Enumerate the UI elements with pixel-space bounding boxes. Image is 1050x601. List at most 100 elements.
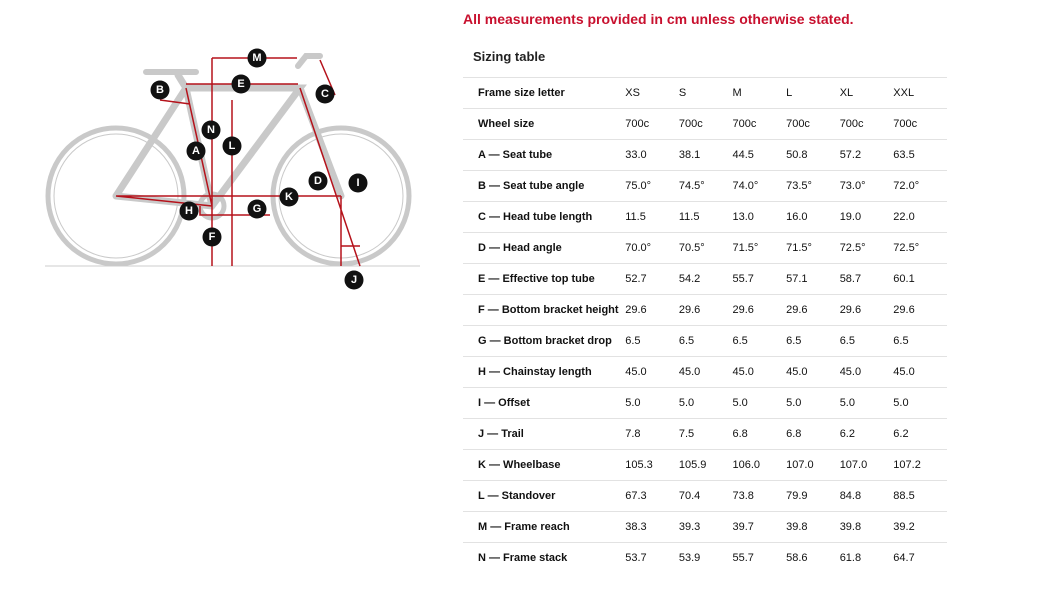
table-row: H — Chainstay length 45.0 45.0 45.0 45.0 45.0… bbox=[463, 356, 947, 388]
cell: 16.0 bbox=[786, 201, 840, 233]
cell: 45.0 bbox=[732, 356, 787, 388]
cell: 63.5 bbox=[893, 139, 947, 171]
cell: 61.8 bbox=[839, 542, 894, 573]
row-label: N — Frame stack bbox=[463, 542, 626, 573]
label-letter: D bbox=[314, 175, 322, 187]
cell: 45.0 bbox=[839, 356, 894, 388]
row-label: Frame size letter bbox=[463, 77, 626, 109]
cell: 71.5° bbox=[732, 232, 787, 264]
cell: 700c bbox=[839, 108, 894, 140]
cell: 5.0 bbox=[732, 387, 787, 419]
table-row: Frame size letter XS S M L XL XXL bbox=[463, 77, 947, 109]
cell: 11.5 bbox=[625, 201, 679, 233]
cell: 53.7 bbox=[625, 542, 679, 573]
cell: 700c bbox=[625, 108, 679, 140]
cell: 45.0 bbox=[893, 356, 947, 388]
label-badge bbox=[315, 84, 335, 104]
table-title: Sizing table bbox=[473, 49, 546, 64]
cell: 107.0 bbox=[786, 449, 840, 481]
table-row: B — Seat tube angle 75.0° 74.5° 74.0° 73.5° 7… bbox=[463, 170, 947, 202]
labels: M E B C N L A D I K H G F J bbox=[150, 48, 368, 290]
cell: 70.0° bbox=[625, 232, 679, 264]
cell: 73.0° bbox=[839, 170, 894, 202]
cell: 57.2 bbox=[839, 139, 894, 171]
cell: 106.0 bbox=[732, 449, 787, 481]
table-row: Wheel size 700c 700c 700c 700c 700c 700c bbox=[463, 108, 947, 140]
table-row: F — Bottom bracket height 29.6 29.6 29.6 29.… bbox=[463, 294, 947, 326]
cell: 107.0 bbox=[839, 449, 894, 481]
cell: M bbox=[732, 77, 787, 109]
cell: 72.5° bbox=[893, 232, 947, 264]
row-label: F — Bottom bracket height bbox=[463, 294, 626, 326]
cell: 700c bbox=[732, 108, 787, 140]
cell: 73.5° bbox=[786, 170, 840, 202]
label-badge bbox=[202, 227, 222, 247]
cell: 45.0 bbox=[625, 356, 679, 388]
label-letter: K bbox=[285, 191, 293, 203]
cell: 29.6 bbox=[625, 294, 679, 326]
cell: 6.8 bbox=[732, 418, 787, 450]
cell: 700c bbox=[678, 108, 733, 140]
cell: 29.6 bbox=[893, 294, 947, 326]
cell: 52.7 bbox=[625, 263, 679, 295]
cell: S bbox=[678, 77, 733, 109]
cell: 5.0 bbox=[625, 387, 679, 419]
label-badge bbox=[247, 48, 267, 68]
cell: 700c bbox=[893, 108, 947, 140]
cell: 84.8 bbox=[839, 480, 894, 512]
row-label: K — Wheelbase bbox=[463, 449, 626, 481]
cell: 75.0° bbox=[625, 170, 679, 202]
cell: 58.7 bbox=[839, 263, 894, 295]
label-badge bbox=[344, 270, 364, 290]
cell: 5.0 bbox=[839, 387, 894, 419]
cell: 71.5° bbox=[786, 232, 840, 264]
cell: 700c bbox=[786, 108, 840, 140]
cell: 39.8 bbox=[786, 511, 840, 543]
cell: 29.6 bbox=[786, 294, 840, 326]
row-label: A — Seat tube bbox=[463, 139, 626, 171]
label-letter: G bbox=[253, 203, 262, 215]
label-letter: F bbox=[209, 231, 216, 243]
cell: 54.2 bbox=[678, 263, 733, 295]
cell: 44.5 bbox=[732, 139, 787, 171]
label-letter: B bbox=[156, 84, 164, 96]
cell: 39.2 bbox=[893, 511, 947, 543]
table-row: A — Seat tube 33.0 38.1 44.5 50.8 57.2 63.5 bbox=[463, 139, 947, 171]
cell: 39.3 bbox=[678, 511, 733, 543]
cell: 105.3 bbox=[625, 449, 679, 481]
cell: 70.5° bbox=[678, 232, 733, 264]
cell: 11.5 bbox=[678, 201, 733, 233]
bike bbox=[45, 53, 412, 267]
cell: 29.6 bbox=[839, 294, 894, 326]
label-badge bbox=[279, 187, 299, 207]
row-label: E — Effective top tube bbox=[463, 263, 626, 295]
label-letter: H bbox=[185, 205, 193, 217]
cell: 5.0 bbox=[893, 387, 947, 419]
row-label: H — Chainstay length bbox=[463, 356, 626, 388]
cell: 57.1 bbox=[786, 263, 840, 295]
label-letter: E bbox=[237, 78, 244, 90]
cell: 45.0 bbox=[678, 356, 733, 388]
label-badge bbox=[179, 201, 199, 221]
cell: 74.5° bbox=[678, 170, 733, 202]
cell: XS bbox=[625, 77, 679, 109]
cell: 88.5 bbox=[893, 480, 947, 512]
label-letter: N bbox=[207, 124, 215, 136]
label-badge bbox=[348, 173, 368, 193]
sizing-table: Frame size letter XS S M L XL XXL Wheel size 700… bbox=[463, 77, 947, 573]
cell: 70.4 bbox=[678, 480, 733, 512]
cell: L bbox=[786, 77, 840, 109]
row-label: I — Offset bbox=[463, 387, 626, 419]
table-row: J — Trail 7.8 7.5 6.8 6.8 6.2 6.2 bbox=[463, 418, 947, 450]
cell: 53.9 bbox=[678, 542, 733, 573]
row-label: L — Standover bbox=[463, 480, 626, 512]
cell: 6.5 bbox=[732, 325, 787, 357]
cell: 5.0 bbox=[678, 387, 733, 419]
row-label: G — Bottom bracket drop bbox=[463, 325, 626, 357]
cell: 72.5° bbox=[839, 232, 894, 264]
table-row: L — Standover 67.3 70.4 73.8 79.9 84.8 88.5 bbox=[463, 480, 947, 512]
table-row: M — Frame reach 38.3 39.3 39.7 39.8 39.8 39.2 bbox=[463, 511, 947, 543]
table-row: D — Head angle 70.0° 70.5° 71.5° 71.5° 72.5° 7… bbox=[463, 232, 947, 264]
cell: 7.5 bbox=[678, 418, 733, 450]
